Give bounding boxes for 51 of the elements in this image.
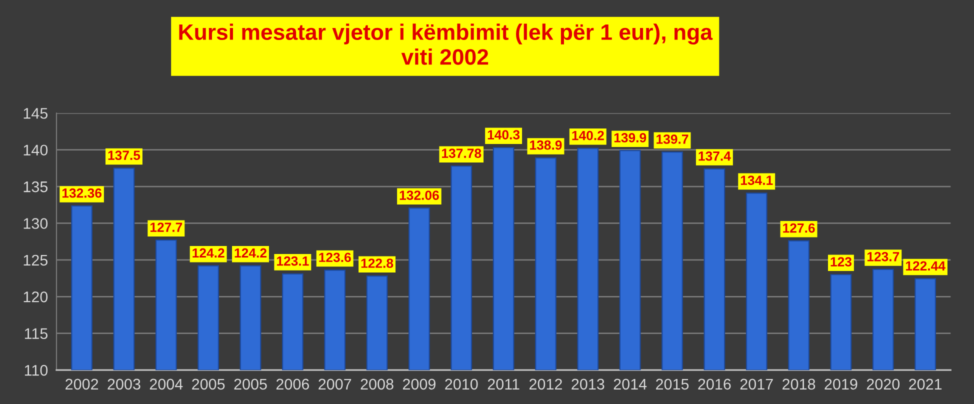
data-label: 137.4 [698, 151, 731, 161]
data-label: 140.2 [572, 130, 604, 140]
chart-title: Kursi mesatar vjetor i këmbimit (lek për 1 eur), nga viti 2002 [179, 24, 713, 65]
y-tick-label: 125 [24, 254, 48, 266]
data-label: 127.6 [783, 223, 815, 233]
y-tick-label: 120 [24, 292, 48, 302]
x-tick-label: 2017 [740, 378, 773, 390]
x-tick-label: 2019 [824, 378, 858, 390]
data-label: 134.1 [740, 176, 773, 185]
x-tick-label: 2021 [909, 378, 942, 390]
data-label: 123 [830, 257, 852, 266]
y-tick-label: 140 [24, 144, 48, 156]
x-tick-label: 2018 [782, 378, 816, 390]
x-tick-label: 2012 [530, 378, 562, 390]
data-label: 127.7 [150, 222, 182, 232]
data-label: 122.44 [906, 261, 946, 270]
data-label: 123.6 [319, 252, 351, 262]
x-tick-label: 2003 [108, 378, 140, 390]
x-tick-label: 2014 [614, 378, 647, 390]
x-tick-label: 2006 [276, 378, 309, 390]
x-tick-label: 2013 [572, 378, 604, 390]
x-tick-label: 2011 [488, 378, 520, 390]
x-tick-label: 2004 [150, 378, 183, 390]
x-tick-label: 2016 [698, 378, 731, 390]
y-tick-label: 110 [24, 364, 48, 376]
x-tick-label: 2009 [402, 378, 436, 390]
data-label: 132.06 [400, 190, 439, 200]
x-tick-label: 2020 [866, 378, 900, 390]
x-tick-label: 2007 [318, 378, 352, 390]
data-label: 124.2 [234, 248, 266, 258]
x-tick-label: 2002 [66, 378, 98, 390]
x-tick-label: 2010 [445, 378, 478, 390]
y-tick-label: 135 [24, 181, 48, 192]
data-label: 139.9 [614, 133, 646, 142]
data-label: 123.1 [277, 256, 309, 266]
data-label: 123.7 [867, 252, 900, 262]
data-label: 132.36 [62, 188, 102, 198]
x-tick-label: 2015 [656, 378, 689, 390]
y-tick-label: 115 [24, 328, 48, 340]
data-label: 137.5 [108, 150, 140, 160]
data-label: 124.2 [192, 248, 224, 258]
data-label: 122.8 [361, 258, 394, 268]
x-tick-label: 2005 [234, 378, 267, 390]
data-label: 140.3 [488, 130, 520, 140]
data-label: 138.9 [530, 140, 562, 150]
x-tick-label: 2008 [360, 378, 394, 390]
y-tick-label: 130 [24, 218, 48, 229]
data-label: 137.78 [442, 148, 482, 158]
data-label: 139.7 [656, 134, 688, 144]
y-tick-label: 145 [24, 108, 48, 119]
x-tick-label: 2005 [192, 378, 225, 390]
